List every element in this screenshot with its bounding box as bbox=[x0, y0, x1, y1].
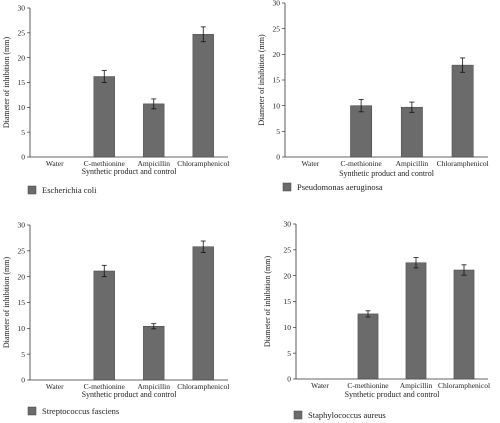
chart-panel: 0 5 10 15 20 25 30 Water C-methionine Ampicillin C… bbox=[2, 4, 229, 195]
bar bbox=[357, 313, 379, 380]
x-tick-label: Ampicillin bbox=[396, 159, 429, 168]
y-tick-label: 15 bbox=[18, 298, 26, 307]
legend-swatch bbox=[293, 410, 303, 420]
y-tick-label: 20 bbox=[284, 271, 292, 280]
legend-label: Pseudomonas aeruginosa bbox=[297, 182, 383, 192]
y-tick-label: 20 bbox=[18, 53, 26, 62]
x-tick-label: Water bbox=[46, 382, 64, 391]
x-tick-label: C-methionine bbox=[84, 159, 126, 168]
y-tick-label: 0 bbox=[276, 153, 280, 162]
legend-label: Staphylococcus aureus bbox=[308, 410, 386, 420]
x-axis-title: Synthetic product and control bbox=[345, 390, 441, 399]
x-tick-label: Water bbox=[302, 159, 320, 168]
bar bbox=[93, 270, 115, 381]
y-tick-label: 5 bbox=[276, 127, 280, 136]
y-tick-label: 10 bbox=[284, 323, 292, 332]
bar bbox=[350, 105, 373, 158]
bar bbox=[453, 269, 475, 380]
x-tick-label: Chloramphenicol bbox=[438, 381, 490, 390]
x-axis-title: Synthetic product and control bbox=[82, 390, 178, 399]
y-tick-label: 30 bbox=[18, 221, 26, 230]
y-tick-label: 25 bbox=[18, 246, 26, 255]
y-tick-label: 5 bbox=[21, 350, 25, 359]
y-axis-title: Diameter of inhibition (mm) bbox=[2, 257, 11, 349]
y-tick-label: 0 bbox=[21, 376, 25, 385]
y-tick-label: 15 bbox=[273, 76, 281, 85]
x-tick-label: C-methionine bbox=[84, 382, 126, 391]
x-tick-label: Chloramphenicol bbox=[177, 382, 229, 391]
y-tick-label: 30 bbox=[18, 4, 26, 13]
x-tick-label: Ampicillin bbox=[138, 159, 171, 168]
legend-swatch bbox=[27, 406, 37, 416]
y-tick-label: 20 bbox=[18, 272, 26, 281]
bar bbox=[192, 34, 214, 158]
y-tick-label: 10 bbox=[18, 324, 26, 333]
legend-label: Escherichia coli bbox=[42, 185, 97, 195]
y-tick-label: 15 bbox=[18, 78, 26, 87]
y-tick-label: 5 bbox=[287, 349, 291, 358]
y-tick-label: 20 bbox=[273, 50, 281, 59]
bar bbox=[93, 76, 115, 158]
x-axis-title: Synthetic product and control bbox=[339, 169, 435, 178]
legend-swatch bbox=[27, 185, 37, 195]
y-tick-label: 30 bbox=[284, 220, 292, 229]
y-tick-label: 5 bbox=[21, 128, 25, 137]
chart-panel: 0 5 10 15 20 25 30 Water C-methionine Ampicillin C… bbox=[257, 0, 489, 192]
x-axis-title: Synthetic product and control bbox=[82, 167, 178, 176]
x-tick-label: Water bbox=[46, 159, 64, 168]
legend-swatch bbox=[282, 182, 292, 192]
bar bbox=[405, 262, 427, 380]
bar bbox=[143, 103, 165, 158]
legend-label: Streptococcus fasciens bbox=[42, 406, 119, 416]
bar bbox=[192, 246, 214, 381]
x-tick-label: Chloramphenicol bbox=[177, 159, 229, 168]
bar bbox=[400, 106, 423, 158]
x-tick-label: C-methionine bbox=[341, 159, 383, 168]
y-tick-label: 0 bbox=[21, 153, 25, 162]
x-tick-label: Ampicillin bbox=[138, 382, 171, 391]
chart-panel: 0 5 10 15 20 25 30 Water C-methionine Ampicillin C… bbox=[2, 221, 229, 416]
y-axis-title: Diameter of inhibition (mm) bbox=[263, 256, 272, 348]
y-tick-label: 10 bbox=[18, 103, 26, 112]
x-tick-label: Chloramphenicol bbox=[437, 159, 489, 168]
chart-panel: 0 5 10 15 20 25 30 Water C-methionine Ampicillin C… bbox=[263, 220, 490, 420]
y-tick-label: 30 bbox=[273, 0, 281, 8]
x-tick-label: Ampicillin bbox=[400, 381, 433, 390]
y-tick-label: 15 bbox=[284, 297, 292, 306]
x-tick-label: C-methionine bbox=[347, 381, 389, 390]
bar bbox=[143, 326, 165, 381]
bar bbox=[451, 64, 474, 158]
y-tick-label: 25 bbox=[273, 24, 281, 33]
y-axis-title: Diameter of inhibition (mm) bbox=[2, 37, 11, 129]
x-tick-label: Water bbox=[311, 381, 329, 390]
y-tick-label: 10 bbox=[273, 101, 281, 110]
y-axis-title: Diameter of inhibition (mm) bbox=[257, 34, 266, 126]
y-tick-label: 25 bbox=[284, 245, 292, 254]
y-tick-label: 25 bbox=[18, 28, 26, 37]
y-tick-label: 0 bbox=[287, 375, 291, 384]
